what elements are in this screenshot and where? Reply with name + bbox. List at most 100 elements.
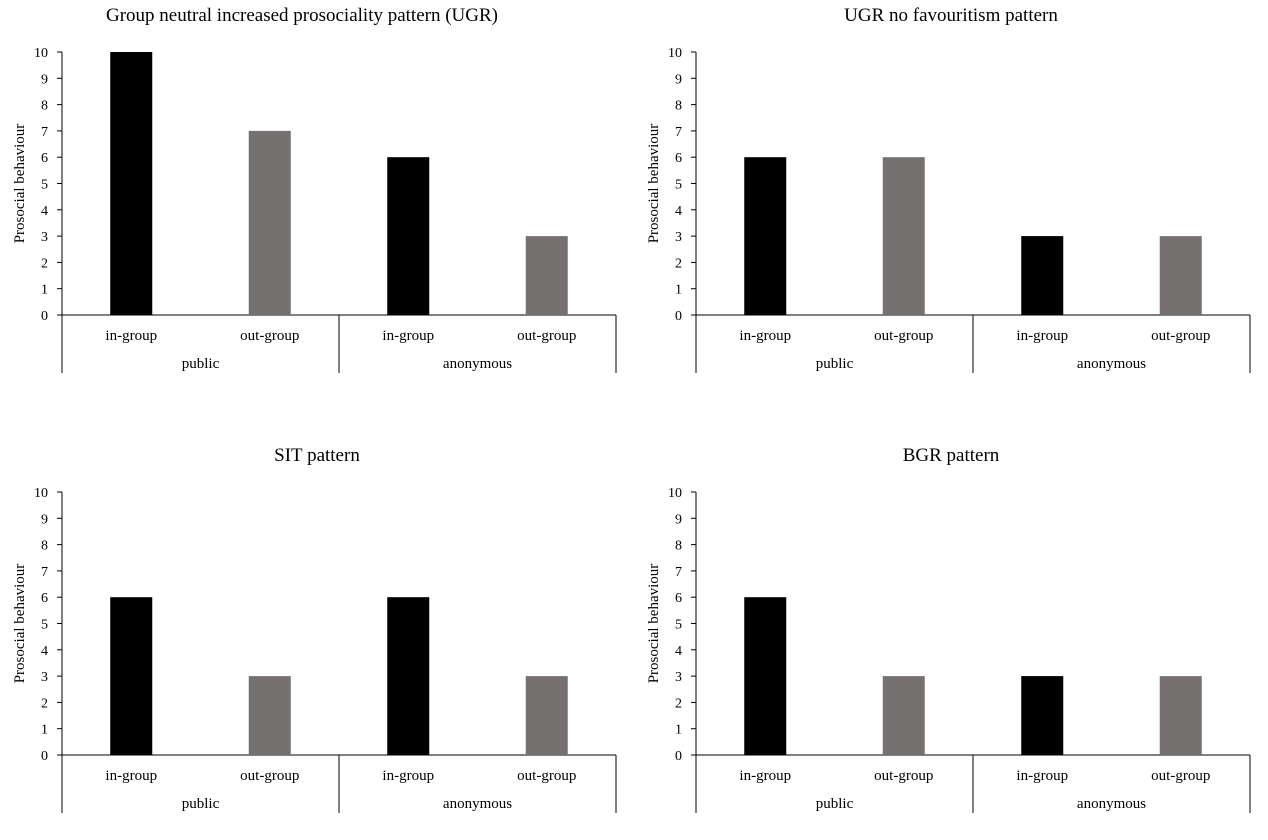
y-tick-label: 6 bbox=[675, 591, 682, 606]
group-label: public bbox=[182, 356, 220, 372]
bar bbox=[1159, 676, 1202, 755]
y-tick-label: 0 bbox=[41, 309, 48, 324]
y-tick-label: 9 bbox=[675, 72, 682, 87]
y-tick-label: 3 bbox=[675, 670, 682, 685]
y-tick-label: 1 bbox=[41, 283, 48, 298]
y-tick-label: 2 bbox=[41, 256, 48, 271]
bar bbox=[110, 597, 153, 755]
chart-title: Group neutral increased prosociality pat… bbox=[0, 5, 619, 27]
y-tick-label: 0 bbox=[41, 749, 48, 764]
y-axis-label: Prosocial behaviour bbox=[12, 564, 28, 684]
y-tick-label: 8 bbox=[41, 539, 48, 554]
y-tick-label: 3 bbox=[41, 670, 48, 685]
y-tick-label: 2 bbox=[41, 696, 48, 711]
y-tick-label: 8 bbox=[675, 99, 682, 114]
y-tick-label: 4 bbox=[675, 644, 682, 659]
bar-chart-ugr: 0 1 2 3 4 5 6 7 8 9 10 Prosocial behaviour in-group o… bbox=[12, 46, 617, 373]
y-tick-label: 6 bbox=[41, 591, 48, 606]
axes: 0 1 2 3 4 5 6 7 8 9 10 bbox=[668, 486, 1251, 813]
y-tick-label: 7 bbox=[675, 125, 682, 140]
y-tick-label: 9 bbox=[675, 512, 682, 527]
axes: 0 1 2 3 4 5 6 7 8 9 10 bbox=[34, 486, 617, 813]
y-axis-label: Prosocial behaviour bbox=[646, 124, 662, 244]
chart-title: BGR pattern bbox=[634, 445, 1268, 467]
bar bbox=[110, 52, 153, 315]
y-tick-label: 10 bbox=[34, 486, 48, 501]
y-tick-label: 4 bbox=[675, 204, 682, 219]
bar bbox=[525, 236, 568, 315]
bar bbox=[744, 157, 787, 315]
bar bbox=[1021, 236, 1064, 315]
chart-panel-ugr: Group neutral increased prosociality pat… bbox=[0, 0, 634, 400]
y-tick-label: 2 bbox=[675, 256, 682, 271]
y-tick-label: 1 bbox=[675, 283, 682, 298]
category-label: in-group bbox=[1016, 328, 1068, 344]
y-tick-label: 1 bbox=[675, 723, 682, 738]
y-tick-label: 5 bbox=[41, 618, 48, 633]
bar-chart-ugr-no-favouritism: 0 1 2 3 4 5 6 7 8 9 10 Prosocial behaviour in-group o… bbox=[646, 46, 1251, 373]
axes: 0 1 2 3 4 5 6 7 8 9 10 bbox=[668, 46, 1251, 373]
chart-panel-sit: SIT pattern 0 1 2 3 4 5 6 7 8 9 10 Prosocial behavi… bbox=[0, 440, 634, 840]
y-tick-label: 10 bbox=[34, 46, 48, 61]
y-tick-label: 1 bbox=[41, 723, 48, 738]
category-label: out-group bbox=[240, 768, 299, 784]
y-tick-label: 6 bbox=[675, 151, 682, 166]
category-label: in-group bbox=[382, 328, 434, 344]
group-label: anonymous bbox=[1077, 356, 1146, 372]
bars bbox=[744, 157, 1202, 315]
bar bbox=[387, 157, 430, 315]
chart-panel-bgr: BGR pattern 0 1 2 3 4 5 6 7 8 9 10 Prosocial behavi… bbox=[634, 440, 1268, 840]
bars bbox=[110, 52, 568, 315]
y-tick-label: 9 bbox=[41, 72, 48, 87]
category-label: out-group bbox=[240, 328, 299, 344]
chart-panel-ugr-no-favouritism: UGR no favouritism pattern 0 1 2 3 4 5 6 7 8 9 10 P… bbox=[634, 0, 1268, 400]
bar bbox=[1159, 236, 1202, 315]
bar-chart-sit: 0 1 2 3 4 5 6 7 8 9 10 Prosocial behaviour in-group o… bbox=[12, 486, 617, 813]
y-tick-label: 3 bbox=[41, 230, 48, 245]
group-label: public bbox=[816, 796, 854, 812]
bar bbox=[248, 676, 291, 755]
y-tick-label: 5 bbox=[675, 618, 682, 633]
group-label: public bbox=[816, 356, 854, 372]
group-label: anonymous bbox=[443, 356, 512, 372]
y-axis-label: Prosocial behaviour bbox=[646, 564, 662, 684]
y-axis-label: Prosocial behaviour bbox=[12, 124, 28, 244]
bars bbox=[110, 597, 568, 755]
group-label: public bbox=[182, 796, 220, 812]
y-tick-label: 5 bbox=[41, 178, 48, 193]
chart-title: UGR no favouritism pattern bbox=[634, 5, 1268, 27]
y-tick-label: 10 bbox=[668, 46, 682, 61]
category-label: in-group bbox=[105, 328, 157, 344]
y-tick-label: 7 bbox=[675, 565, 682, 580]
chart-title-text: UGR no favouritism pattern bbox=[844, 5, 1058, 26]
chart-title: SIT pattern bbox=[0, 445, 634, 467]
category-label: in-group bbox=[739, 768, 791, 784]
y-tick-label: 4 bbox=[41, 204, 48, 219]
group-label: anonymous bbox=[443, 796, 512, 812]
category-label: in-group bbox=[382, 768, 434, 784]
y-tick-label: 7 bbox=[41, 125, 48, 140]
bar bbox=[882, 157, 925, 315]
axes: 0 1 2 3 4 5 6 7 8 9 10 bbox=[34, 46, 617, 373]
category-label: out-group bbox=[874, 768, 933, 784]
category-label: out-group bbox=[1151, 768, 1210, 784]
y-tick-label: 9 bbox=[41, 512, 48, 527]
y-tick-label: 5 bbox=[675, 178, 682, 193]
y-tick-label: 0 bbox=[675, 309, 682, 324]
chart-title-text: BGR pattern bbox=[902, 445, 1000, 466]
y-tick-label: 2 bbox=[675, 696, 682, 711]
category-label: in-group bbox=[105, 768, 157, 784]
category-label: in-group bbox=[739, 328, 791, 344]
group-label: anonymous bbox=[1077, 796, 1146, 812]
y-tick-label: 6 bbox=[41, 151, 48, 166]
bar bbox=[882, 676, 925, 755]
y-tick-label: 8 bbox=[675, 539, 682, 554]
y-tick-label: 0 bbox=[675, 749, 682, 764]
y-tick-label: 8 bbox=[41, 99, 48, 114]
bar bbox=[387, 597, 430, 755]
category-label: in-group bbox=[1016, 768, 1068, 784]
bar bbox=[744, 597, 787, 755]
category-label: out-group bbox=[517, 328, 576, 344]
y-tick-label: 10 bbox=[668, 486, 682, 501]
chart-title-text: Group neutral increased prosociality pat… bbox=[105, 5, 498, 26]
